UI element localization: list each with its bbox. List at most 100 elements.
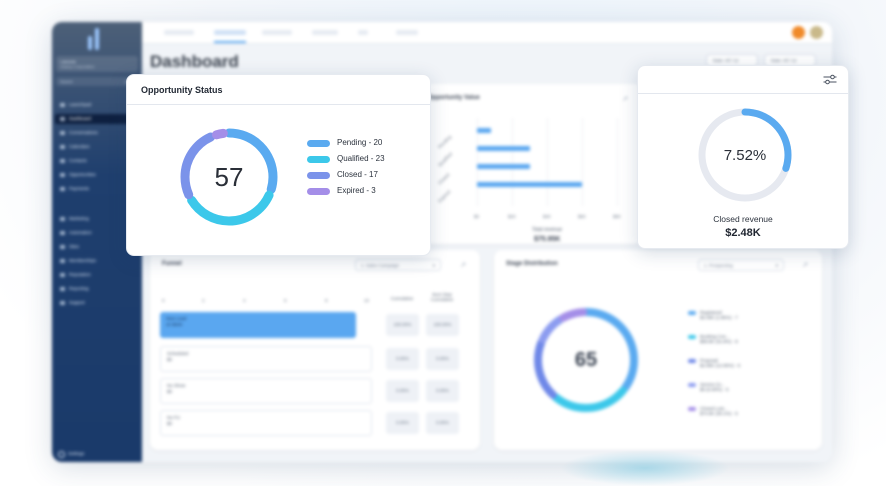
- funnel-stage-value: $0: [167, 389, 173, 394]
- legend-detail: $0 (0.00%) - 6: [700, 387, 729, 392]
- value-bar: [477, 146, 530, 151]
- sidebar-item-reporting[interactable]: Reporting: [55, 284, 139, 294]
- funnel-stage-value: $0: [167, 357, 173, 362]
- top-tab[interactable]: [262, 30, 292, 35]
- sidebar-item-calendars[interactable]: Calendars: [55, 142, 139, 152]
- funnel-stage-value: 20 $60K: [166, 322, 183, 327]
- sidebar-item-label: Marketing: [69, 216, 89, 221]
- opportunity-status-legend: Pending - 20 Qualified - 23 Closed - 17 …: [307, 138, 385, 202]
- funnel-card: Funnel 1. Sales Campaign ▾ ↗ 0 2 4 6 8 1…: [150, 250, 480, 450]
- funnel-row[interactable]: Scheduled $0: [160, 346, 372, 372]
- sidebar-item-settings[interactable]: Settings: [58, 451, 85, 458]
- grid-line: [512, 118, 513, 206]
- donut-segment-2: [534, 308, 638, 412]
- top-tab[interactable]: [312, 30, 338, 35]
- x-tick: 10: [364, 298, 370, 303]
- cumulative-cell: 0.00%: [386, 348, 419, 370]
- cumulative-cell: 0.00%: [386, 412, 419, 434]
- sidebar-item-conversations[interactable]: Conversations: [55, 128, 139, 138]
- funnel-stage-name: No Show: [167, 383, 186, 388]
- legend-item-pending: Pending - 20: [307, 138, 385, 154]
- bar-label: Closed: [437, 172, 451, 186]
- bar-label: Expired: [437, 189, 452, 204]
- select-value: 1. Sales Campaign: [361, 263, 400, 268]
- funnel-row[interactable]: No FU $0: [160, 410, 372, 436]
- sidebar-item-dashboard[interactable]: Dashboard: [55, 114, 139, 124]
- value-bar: [477, 182, 582, 187]
- decorative-glow: [560, 450, 730, 486]
- x-tick: $60: [578, 214, 586, 219]
- expand-icon[interactable]: ↗: [622, 96, 628, 103]
- funnel-row[interactable]: New Lead 20 $60K: [160, 312, 372, 338]
- stage-pipeline-select[interactable]: 1. Prospecting ▾: [698, 259, 784, 271]
- grid-line: [547, 118, 548, 206]
- closed-revenue-value: $2.48K: [725, 227, 761, 239]
- sidebar-item-label: Reputation: [69, 272, 91, 277]
- sidebar-item-label: Payments: [69, 186, 90, 191]
- top-tab[interactable]: [396, 30, 418, 35]
- sidebar-item-label: Automation: [69, 230, 92, 235]
- sidebar-item-opportunities[interactable]: Opportunities: [55, 170, 139, 180]
- stage-legend-item: Booking Con... $59.8K (31.8%) - 8: [688, 334, 738, 344]
- sidebar-item-automation[interactable]: Automation: [55, 228, 139, 238]
- sidebar-item-label: Contacts: [69, 158, 87, 163]
- account-subtitle: Galaxy Corporation: [60, 64, 95, 69]
- sidebar-item-support[interactable]: Support: [55, 298, 139, 308]
- funnel-stage-value: $0: [167, 421, 173, 426]
- grid-line: [582, 118, 583, 206]
- next-step-header: Next Step Cumulative: [430, 292, 454, 302]
- top-tab[interactable]: [164, 30, 194, 35]
- donut-segment-2: [180, 128, 278, 226]
- notification-avatar[interactable]: [792, 26, 805, 39]
- funnel-stage-name: New Lead: [166, 316, 187, 321]
- legend-swatch: [688, 359, 696, 363]
- opportunity-status-donut: 57: [177, 125, 281, 229]
- legend-swatch: [688, 407, 696, 411]
- sidebar-item-contacts[interactable]: Contacts: [55, 156, 139, 166]
- sidebar-item-memberships[interactable]: Memberships: [55, 256, 139, 266]
- sidebar-item-payments[interactable]: Payments: [55, 184, 139, 194]
- top-tab[interactable]: [358, 30, 368, 35]
- expand-icon[interactable]: ↗: [460, 262, 466, 269]
- top-tab[interactable]: [214, 30, 246, 35]
- legend-swatch: [688, 311, 696, 315]
- sidebar-item-label: Settings: [68, 451, 85, 456]
- sidebar-item-label: Launchpad: [69, 102, 92, 107]
- opportunity-status-card: Opportunity Status 57 Pending - 20 Quali…: [126, 74, 431, 256]
- funnel-campaign-select[interactable]: 1. Sales Campaign ▾: [355, 259, 441, 271]
- legend-label: Expired - 3: [337, 186, 376, 195]
- active-tab-indicator: [214, 41, 246, 43]
- filter-settings-icon[interactable]: [823, 74, 837, 85]
- chevron-down-icon: ▾: [432, 263, 435, 268]
- closed-revenue-label: Closed revenue: [713, 214, 773, 224]
- funnel-row[interactable]: No Show $0: [160, 378, 372, 404]
- stage-legend-item: Registered $3.46K (1.85%) - 7: [688, 310, 738, 320]
- value-bar: [477, 164, 530, 169]
- user-avatar[interactable]: [810, 26, 823, 39]
- legend-label: Booking Con...: [700, 334, 730, 339]
- sidebar-item-marketing[interactable]: Marketing: [55, 214, 139, 224]
- legend-detail: $2.95K (12.65%) - 6: [700, 363, 741, 368]
- sidebar-item-label: Sites: [69, 244, 80, 249]
- sidebar-item-launchpad[interactable]: Launchpad: [55, 100, 139, 110]
- total-revenue-value: $75.95K: [534, 236, 561, 243]
- sidebar-item-reputation[interactable]: Reputation: [55, 270, 139, 280]
- legend-swatch: [307, 188, 330, 195]
- card-title: Opportunity Value: [428, 95, 480, 101]
- x-tick: 2: [202, 298, 205, 303]
- next-step-cell: 0.00%: [426, 412, 459, 434]
- stage-legend-item: Service (U... $0 (0.00%) - 6: [688, 382, 729, 392]
- app-logo: [88, 28, 102, 50]
- sidebar-item-label: Dashboard: [69, 116, 92, 121]
- x-tick: $40: [543, 214, 551, 219]
- card-title: Funnel: [162, 261, 182, 267]
- closed-revenue-percent: 7.52%: [723, 146, 767, 164]
- sidebar-search-placeholder: Search: [60, 79, 73, 84]
- next-step-cell: 0.00%: [426, 380, 459, 402]
- account-switcher[interactable]: Lakeside Galaxy Corporation: [56, 56, 138, 72]
- opportunity-status-title: Opportunity Status: [127, 75, 430, 105]
- legend-label: Service (U...: [700, 382, 725, 387]
- expand-icon[interactable]: ↗: [802, 262, 808, 269]
- select-value: 1. Prospecting: [704, 263, 733, 268]
- sidebar-item-sites[interactable]: Sites: [55, 242, 139, 252]
